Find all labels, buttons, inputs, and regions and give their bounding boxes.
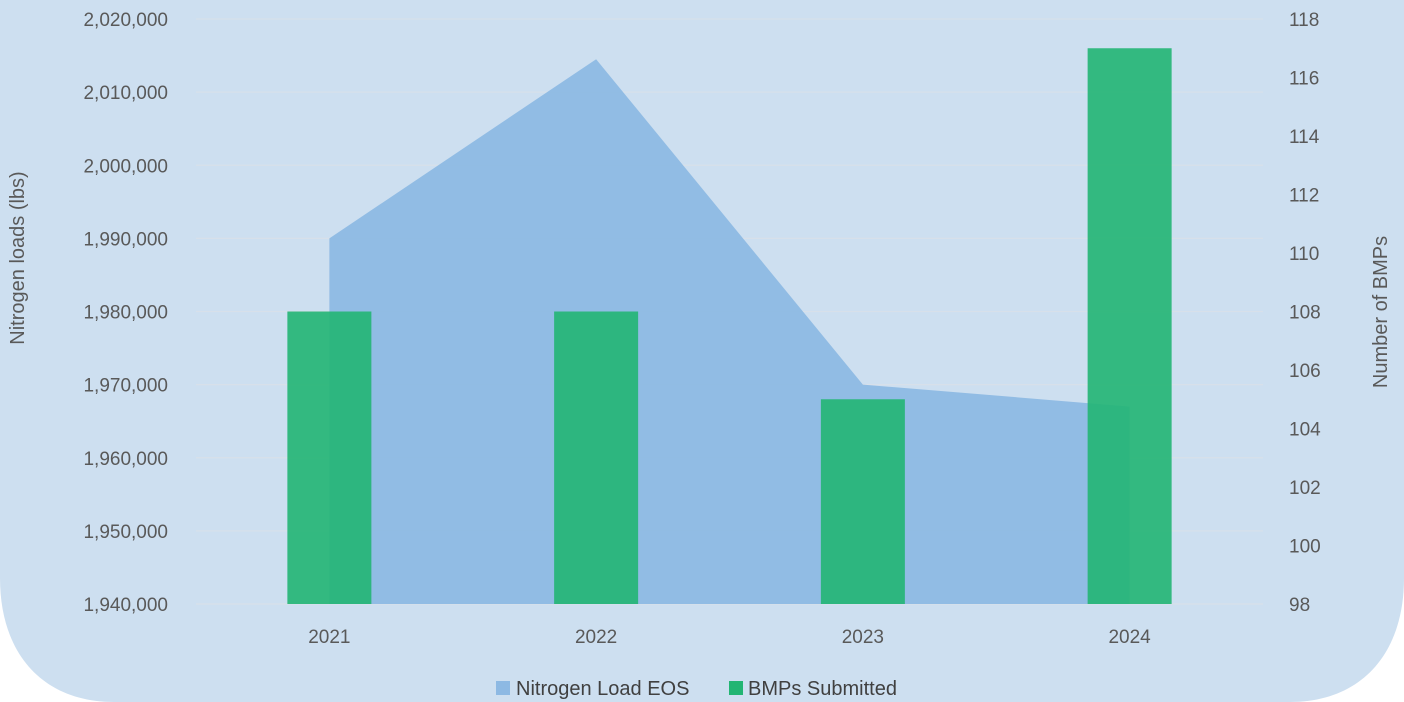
right-axis-tick-label: 112 (1289, 186, 1319, 207)
bar-series-layer (287, 48, 1172, 604)
bar-bmps-2023 (820, 399, 905, 604)
right-axis-tick-label: 118 (1289, 10, 1319, 31)
legend: Nitrogen Load EOS BMPs Submitted (496, 678, 897, 700)
x-axis-tick-label: 2021 (308, 627, 350, 648)
right-axis-title: Number of BMPs (1370, 236, 1392, 388)
left-axis-tick-label: 1,970,000 (83, 376, 168, 397)
right-axis-tick-label: 102 (1289, 478, 1321, 499)
left-axis-title: Nitrogen loads (lbs) (7, 171, 29, 344)
right-axis-tick-label: 116 (1289, 69, 1319, 90)
area-nitrogen-load (329, 59, 1130, 604)
bar-bmps-2024 (1087, 48, 1172, 604)
left-axis-tick-label: 1,950,000 (83, 522, 168, 543)
left-axis-ticks: 1,940,000 1,950,000 1,960,000 1,970,000 1,98… (83, 10, 168, 616)
right-axis-tick-label: 106 (1289, 361, 1321, 382)
x-axis-tick-label: 2022 (575, 627, 617, 648)
legend-swatch-nitrogen-load (496, 681, 510, 695)
legend-swatch-bmps-submitted (729, 681, 743, 695)
bar-bmps-2021 (287, 311, 372, 604)
legend-label-nitrogen-load: Nitrogen Load EOS (516, 678, 689, 700)
right-axis-tick-label: 108 (1289, 303, 1321, 324)
x-axis-ticks: 2021 2022 2023 2024 (308, 627, 1151, 648)
left-axis-tick-label: 1,960,000 (83, 449, 168, 470)
right-axis-tick-label: 114 (1289, 127, 1320, 148)
right-axis-ticks: 98 100 102 104 106 108 110 112 114 116 118 (1289, 10, 1321, 616)
left-axis-tick-label: 1,990,000 (83, 229, 168, 250)
left-axis-tick-label: 1,980,000 (83, 303, 168, 324)
right-axis-tick-label: 100 (1289, 537, 1321, 558)
right-axis-tick-label: 98 (1289, 595, 1310, 616)
right-axis-tick-label: 104 (1289, 420, 1321, 441)
x-axis-tick-label: 2023 (842, 627, 884, 648)
x-axis-tick-label: 2024 (1108, 627, 1151, 648)
left-axis-tick-label: 2,020,000 (83, 10, 168, 31)
left-axis-tick-label: 2,000,000 (83, 156, 168, 177)
bar-bmps-2022 (554, 311, 639, 604)
left-axis-tick-label: 2,010,000 (83, 83, 168, 104)
left-axis-tick-label: 1,940,000 (83, 595, 168, 616)
right-axis-tick-label: 110 (1289, 244, 1319, 265)
legend-label-bmps-submitted: BMPs Submitted (748, 678, 897, 700)
